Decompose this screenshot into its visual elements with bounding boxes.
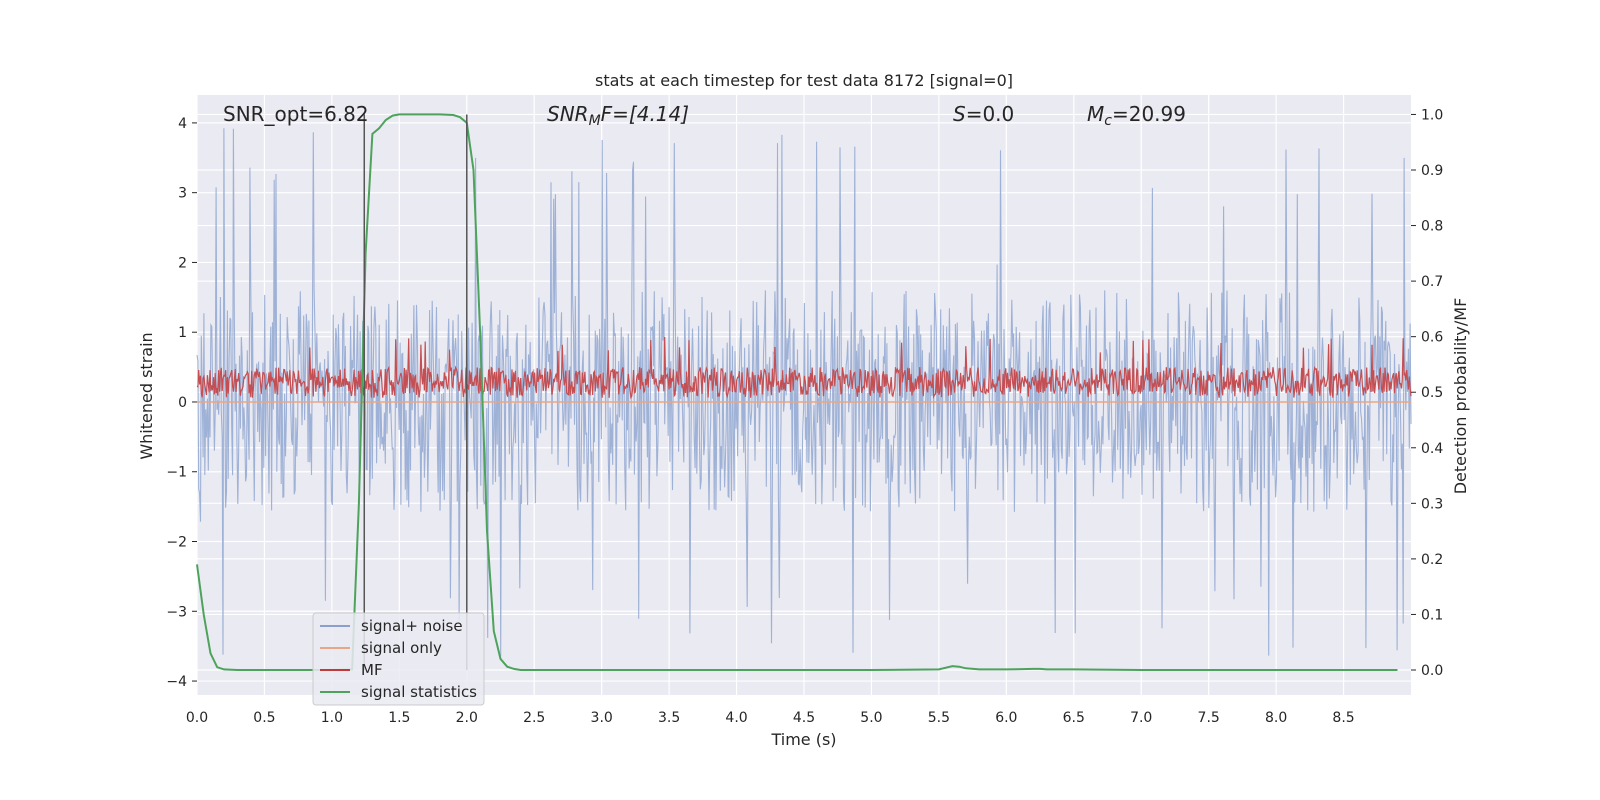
annotation-snr-mf-sub: M [589, 113, 601, 129]
y-tick-label: 1 [178, 325, 187, 341]
annotation-s-rest: =0.0 [966, 102, 1015, 126]
legend-label: signal statistics [361, 683, 477, 701]
legend-label: MF [361, 661, 383, 679]
y-tick-label: 0 [178, 395, 187, 411]
annotations: SNR_opt=6.82 SNRMF=[4.14] S=0.0 Mc=20.99 [223, 102, 1186, 129]
y2-axis-label: Detection probability/MF [1451, 298, 1470, 495]
chart-title: stats at each timestep for test data 817… [595, 71, 1013, 90]
y-tick-label: −2 [166, 535, 187, 551]
x-tick-label: 8.0 [1265, 710, 1287, 726]
y-tick-label: −4 [166, 674, 187, 690]
marker-lines [363, 114, 468, 670]
legend-label: signal+ noise [361, 617, 463, 635]
annotation-snr-mf: SNRMF=[4.14] [547, 102, 689, 129]
x-axis-ticks: 0.0 0.5 1.0 1.5 2.0 2.5 3.0 3.5 4.0 4.5 5.0 5.5 6.0 6… [186, 710, 1355, 726]
y2-tick-label: 0.6 [1421, 330, 1443, 346]
series-mf [196, 336, 1412, 400]
x-tick-label: 1.0 [321, 710, 343, 726]
y-tick-label: 4 [178, 116, 187, 132]
x-tick-label: 2.0 [456, 710, 478, 726]
annotation-snr-mf-rest: F=[4.14] [601, 102, 689, 126]
signal-noise-line [196, 128, 1412, 657]
annotation-mc: Mc=20.99 [1087, 102, 1186, 129]
x-axis-label: Time (s) [770, 730, 836, 749]
y2-axis-ticks: 0.0 0.1 0.2 0.3 0.4 0.5 0.6 0.7 0.8 0.9 1.0 [1411, 107, 1443, 679]
annotation-mc-rest: =20.99 [1112, 102, 1186, 126]
y2-tick-label: 0.9 [1421, 163, 1443, 179]
mf-line [196, 336, 1412, 400]
y-axis-label: Whitened strain [137, 332, 156, 459]
x-tick-label: 8.5 [1332, 710, 1354, 726]
x-tick-label: 5.0 [860, 710, 882, 726]
x-tick-label: 7.5 [1198, 710, 1220, 726]
legend: signal+ noise signal only MF signal statist… [312, 612, 485, 706]
x-tick-label: 4.0 [725, 710, 747, 726]
y2-tick-label: 0.4 [1421, 441, 1443, 457]
annotation-mc-sub: c [1104, 113, 1112, 129]
annotation-s-main: S [953, 102, 966, 126]
y2-tick-label: 1.0 [1421, 107, 1443, 123]
x-tick-label: 0.5 [253, 710, 275, 726]
annotation-s: S=0.0 [953, 102, 1014, 126]
y2-tick-label: 0.7 [1421, 274, 1443, 290]
x-tick-label: 2.5 [523, 710, 545, 726]
x-tick-label: 7.0 [1130, 710, 1152, 726]
series-signal-plus-noise [196, 128, 1412, 657]
y2-tick-label: 0.5 [1421, 385, 1443, 401]
y-tick-label: −3 [166, 604, 187, 620]
y2-tick-label: 0.3 [1421, 496, 1443, 512]
x-tick-label: 3.5 [658, 710, 680, 726]
legend-label: signal only [361, 639, 442, 657]
y-tick-label: 2 [178, 255, 187, 271]
y2-tick-label: 0.8 [1421, 219, 1443, 235]
annotation-snr-opt: SNR_opt=6.82 [223, 102, 369, 126]
x-tick-label: 4.5 [793, 710, 815, 726]
x-tick-label: 6.5 [1063, 710, 1085, 726]
x-tick-label: 1.5 [388, 710, 410, 726]
y2-tick-label: 0.0 [1421, 663, 1443, 679]
x-tick-label: 6.0 [995, 710, 1017, 726]
x-tick-label: 0.0 [186, 710, 208, 726]
annotation-mc-main: M [1087, 102, 1104, 126]
x-tick-label: 5.5 [928, 710, 950, 726]
y-tick-label: 3 [178, 186, 187, 202]
y2-tick-label: 0.2 [1421, 552, 1443, 568]
annotation-snr-mf-main: SNR [547, 102, 589, 126]
y-axis-ticks: −4 −3 −2 −1 0 1 2 3 4 [166, 116, 197, 690]
y2-tick-label: 0.1 [1421, 607, 1443, 623]
x-tick-label: 3.0 [591, 710, 613, 726]
y-tick-label: −1 [166, 465, 187, 481]
legend-box [312, 612, 485, 706]
